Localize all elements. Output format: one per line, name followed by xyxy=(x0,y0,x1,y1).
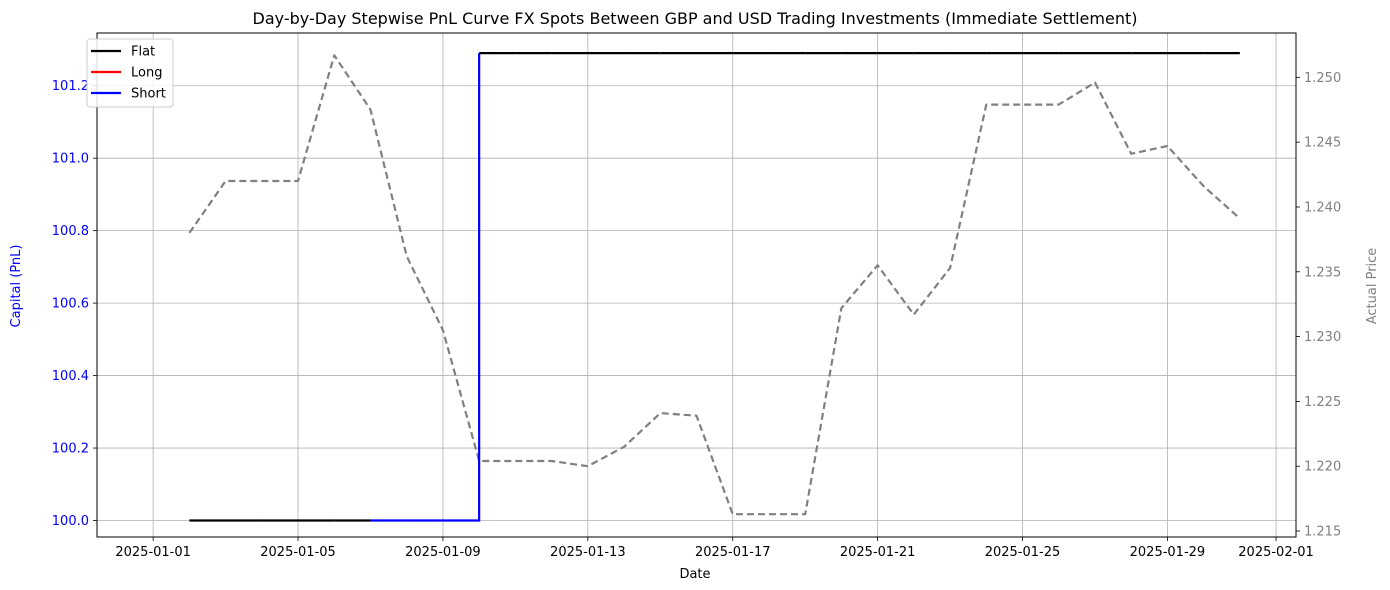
y-right-tick-label: 1.225 xyxy=(1304,395,1341,410)
legend-label-flat: Flat xyxy=(131,45,155,60)
capital-step-short xyxy=(442,53,481,522)
legend-label-long: Long xyxy=(131,66,162,81)
chart-title: Day-by-Day Stepwise PnL Curve FX Spots B… xyxy=(253,9,1138,28)
price-series xyxy=(188,54,1241,516)
y-left-tick-label: 101.2 xyxy=(52,79,89,94)
legend-label-short: Short xyxy=(131,87,166,102)
x-tick-label: 2025-01-17 xyxy=(695,545,771,560)
y-right-tick-label: 1.235 xyxy=(1304,265,1341,280)
capital-series xyxy=(189,52,1240,522)
y-right-tick-label: 1.245 xyxy=(1304,136,1341,151)
x-tick-label: 2025-01-01 xyxy=(115,545,191,560)
y-axis-left: 100.0 100.2 100.4 100.6 100.8 101.0 101.2 xyxy=(52,79,97,529)
y-right-tick-label: 1.230 xyxy=(1304,330,1341,345)
y-left-tick-label: 100.2 xyxy=(52,442,89,457)
y-axis-left-label: Capital (PnL) xyxy=(9,245,24,328)
y-right-tick-label: 1.240 xyxy=(1304,200,1341,215)
y-right-tick-label: 1.250 xyxy=(1304,71,1341,86)
grid xyxy=(97,33,1296,537)
legend-box xyxy=(86,38,174,108)
y-left-tick-label: 100.8 xyxy=(52,224,89,239)
y-left-tick-label: 101.0 xyxy=(52,152,89,167)
x-axis-label: Date xyxy=(679,567,710,582)
y-axis-right: 1.215 1.220 1.225 1.230 1.235 1.240 1.245 1.250 xyxy=(1296,71,1341,540)
x-tick-label: 2025-01-13 xyxy=(550,545,626,560)
x-tick-label: 2025-01-25 xyxy=(985,545,1061,560)
price-line xyxy=(188,54,1241,516)
y-axis-right-label: Actual Price xyxy=(1365,248,1380,325)
x-tick-label: 2025-01-09 xyxy=(405,545,481,560)
plot-frame xyxy=(96,32,1297,538)
y-left-tick-label: 100.4 xyxy=(52,369,89,384)
y-right-tick-label: 1.215 xyxy=(1304,525,1341,540)
x-tick-label: 2025-01-21 xyxy=(840,545,916,560)
legend: Flat Long Short xyxy=(86,38,174,108)
y-right-tick-label: 1.220 xyxy=(1304,460,1341,475)
x-tick-label: 2025-01-05 xyxy=(260,545,336,560)
x-tick-label: 2025-01-29 xyxy=(1130,545,1206,560)
x-axis: 2025-01-01 2025-01-05 2025-01-09 2025-01-13… xyxy=(115,537,1314,560)
y-left-tick-label: 100.0 xyxy=(52,514,89,529)
x-tick-label: 2025-02-01 xyxy=(1238,545,1314,560)
y-left-tick-label: 100.6 xyxy=(52,297,89,312)
